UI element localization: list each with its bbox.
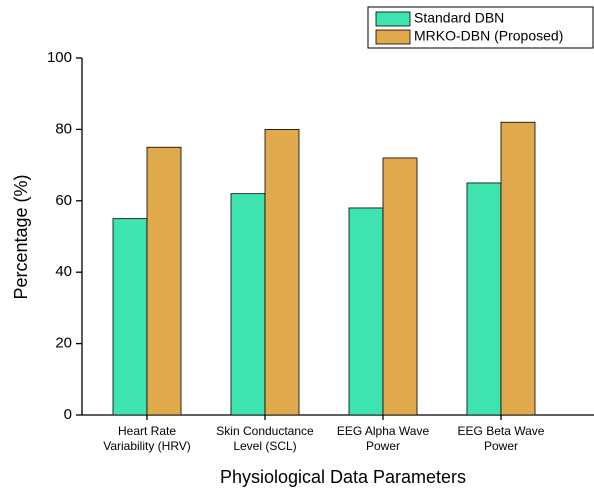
bar — [348, 207, 384, 416]
x-tick-label: Variability (HRV) — [103, 439, 191, 453]
y-axis-label: Percentage (%) — [11, 174, 31, 299]
x-tick-label: Power — [484, 439, 518, 453]
bar — [230, 193, 266, 416]
legend-label: Standard DBN — [414, 10, 504, 26]
bar — [466, 182, 502, 416]
bar — [500, 121, 536, 416]
x-tick-label: Power — [366, 439, 400, 453]
legend-label: MRKO-DBN (Proposed) — [414, 28, 563, 44]
x-axis-label: Physiological Data Parameters — [220, 467, 466, 487]
x-tick-label: Level (SCL) — [233, 439, 296, 453]
y-tick-label: 80 — [55, 120, 72, 137]
x-tick-label: Skin Conductance — [216, 424, 314, 438]
bar — [146, 146, 182, 416]
y-tick-label: 100 — [47, 49, 72, 66]
x-tick-label: EEG Alpha Wave — [337, 424, 430, 438]
legend-swatch — [375, 29, 411, 45]
x-tick-label: Heart Rate — [118, 424, 176, 438]
y-tick-label: 20 — [55, 335, 72, 352]
bar — [264, 128, 300, 416]
legend-box — [367, 6, 594, 49]
bar — [112, 218, 148, 416]
y-tick-label: 60 — [55, 192, 72, 209]
bar — [382, 157, 418, 416]
y-tick-label: 0 — [64, 406, 72, 423]
y-tick-label: 40 — [55, 263, 72, 280]
legend-swatch — [375, 11, 411, 27]
x-tick-label: EEG Beta Wave — [458, 424, 545, 438]
